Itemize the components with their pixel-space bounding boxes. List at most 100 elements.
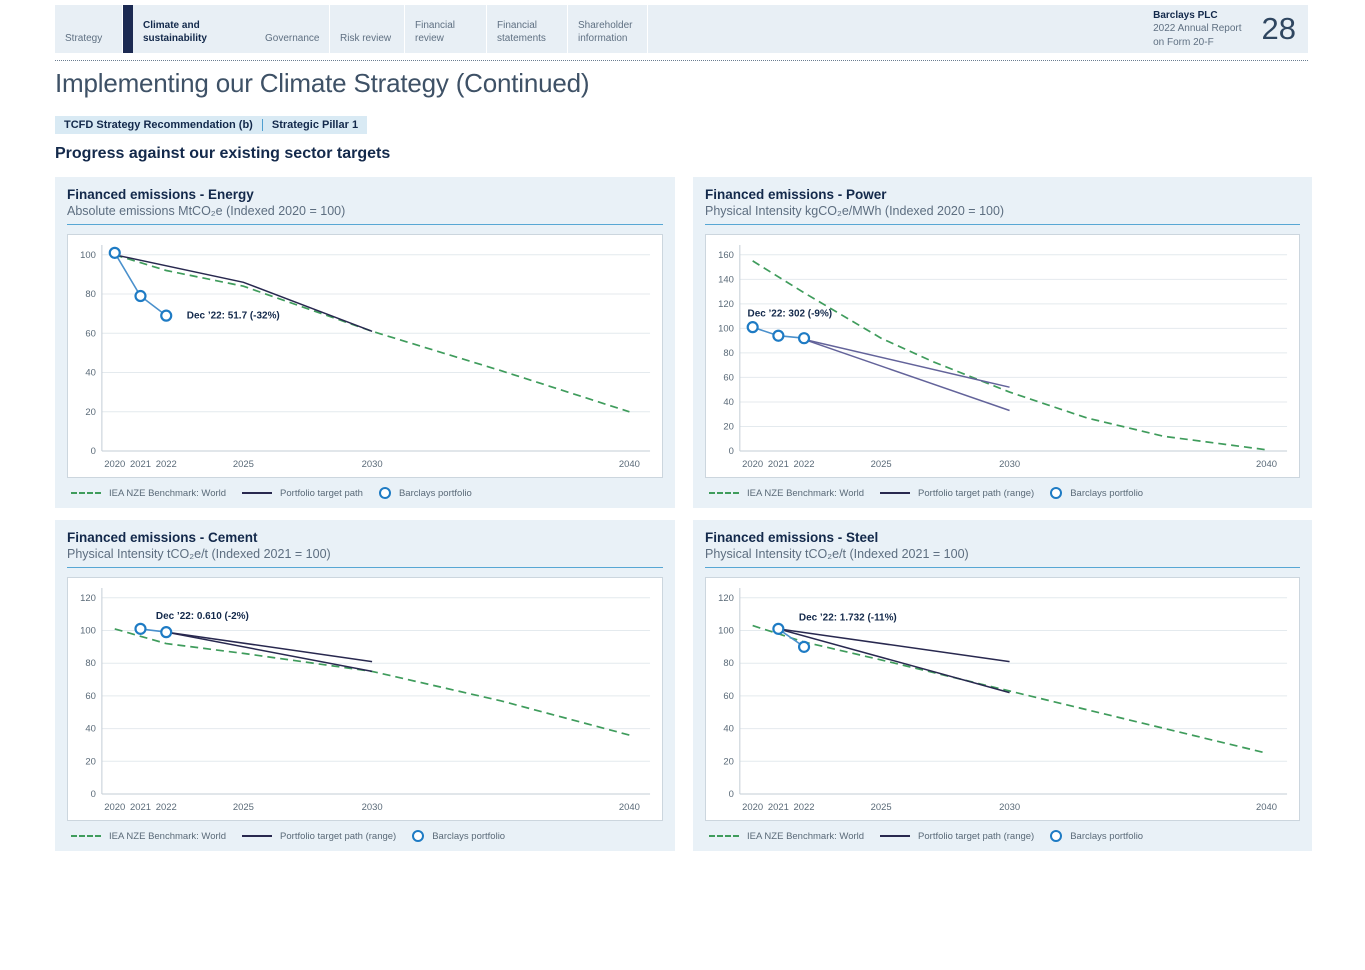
legend-label: IEA NZE Benchmark: World bbox=[747, 487, 865, 499]
legend-label: Barclays portfolio bbox=[1070, 487, 1144, 499]
x-axis-tick-label: 2030 bbox=[362, 459, 383, 470]
y-axis-tick-label: 40 bbox=[723, 724, 734, 735]
header-divider bbox=[55, 60, 1308, 61]
x-axis-tick-label: 2021 bbox=[130, 459, 151, 470]
portfolio-point bbox=[160, 626, 173, 639]
x-axis-tick-label: 2025 bbox=[233, 802, 254, 813]
target-path-line bbox=[778, 628, 1010, 663]
x-axis-tick-label: 2020 bbox=[104, 802, 125, 813]
y-axis-tick-label: 40 bbox=[85, 724, 96, 735]
chart-subtitle: Physical Intensity kgCO₂e/MWh (Indexed 2… bbox=[705, 204, 1005, 218]
benchmark-line bbox=[752, 624, 1267, 754]
chart-legend: IEA NZE Benchmark: World Portfolio targe… bbox=[71, 487, 663, 499]
y-axis-tick-label: 40 bbox=[85, 368, 96, 379]
target-line-swatch bbox=[242, 492, 273, 494]
benchmark-line bbox=[114, 253, 630, 413]
target-path-line bbox=[803, 338, 1010, 388]
chart-accent-rule bbox=[705, 224, 1300, 225]
portfolio-point-swatch bbox=[1050, 487, 1063, 499]
portfolio-point-swatch bbox=[412, 830, 425, 842]
y-axis-tick-label: 80 bbox=[723, 348, 734, 359]
y-axis-tick-label: 100 bbox=[80, 625, 96, 636]
brand-block: Barclays PLC 2022 Annual Report on Form … bbox=[1153, 9, 1241, 50]
x-axis-tick-label: 2021 bbox=[130, 802, 151, 813]
y-axis-tick-label: 60 bbox=[85, 691, 96, 702]
y-axis-tick-label: 40 bbox=[723, 397, 734, 408]
portfolio-point bbox=[797, 332, 811, 345]
y-axis-tick-label: 100 bbox=[80, 250, 96, 261]
brand-report-line: 2022 Annual Report bbox=[1153, 23, 1242, 35]
portfolio-point bbox=[160, 309, 173, 322]
tab-risk-review[interactable]: Risk review bbox=[330, 5, 405, 53]
tab-label: Climate and sustainability bbox=[143, 20, 207, 44]
portfolio-point bbox=[108, 246, 121, 259]
y-axis-tick-label: 0 bbox=[91, 789, 96, 800]
y-axis-tick-label: 100 bbox=[718, 625, 734, 636]
energy-chart-canvas: 0 20 40 60 80 100 2020 2021 2022 2025 2030 2040 Dec … bbox=[67, 234, 663, 478]
portfolio-point bbox=[746, 321, 759, 334]
y-axis-tick-label: 60 bbox=[723, 372, 734, 383]
power-chart-canvas: 0 20 40 60 80 100 120 140 160 2020 2021 2022 2025 203… bbox=[705, 234, 1300, 478]
y-axis-tick-label: 80 bbox=[723, 658, 734, 669]
x-axis-tick-label: 2020 bbox=[742, 802, 763, 813]
tab-label: Governance bbox=[265, 32, 320, 44]
y-axis-tick-label: 20 bbox=[723, 421, 734, 432]
tcfd-badge-label: TCFD Strategy Recommendation (b) bbox=[64, 119, 253, 131]
legend-label: IEA NZE Benchmark: World bbox=[747, 830, 865, 842]
target-path-line bbox=[166, 631, 373, 673]
x-axis-tick-label: 2020 bbox=[104, 459, 125, 470]
chart-title: Financed emissions - Energy bbox=[67, 187, 254, 202]
chart-subtitle: Absolute emissions MtCO₂e (Indexed 2020 … bbox=[67, 204, 346, 218]
active-tab-marker bbox=[123, 5, 133, 53]
x-axis-tick-label: 2022 bbox=[156, 802, 177, 813]
tab-governance[interactable]: Governance bbox=[255, 5, 330, 53]
section-heading: Progress against our existing sector tar… bbox=[55, 145, 391, 162]
chart-accent-rule bbox=[67, 224, 663, 225]
y-axis-tick-label: 60 bbox=[723, 691, 734, 702]
badge-separator bbox=[261, 119, 263, 131]
legend-label: Portfolio target path (range) bbox=[280, 830, 397, 842]
tab-climate-and-sustainability[interactable]: Climate and sustainability bbox=[133, 5, 255, 53]
tab-financial-statements[interactable]: Financial statements bbox=[487, 5, 568, 53]
tab-shareholder-information[interactable]: Shareholder information bbox=[568, 5, 648, 53]
chart-subtitle: Physical Intensity tCO₂e/t (Indexed 2021… bbox=[67, 547, 331, 561]
x-axis-tick-label: 2040 bbox=[1256, 459, 1277, 470]
y-axis-tick-label: 80 bbox=[85, 289, 96, 300]
chart-panel-energy: Financed emissions - Energy Absolute emi… bbox=[55, 177, 675, 508]
portfolio-point bbox=[797, 640, 811, 653]
chart-accent-rule bbox=[67, 567, 663, 568]
x-axis-tick-label: 2040 bbox=[619, 459, 640, 470]
y-axis-tick-label: 120 bbox=[718, 299, 734, 310]
tab-strategy[interactable]: Strategy bbox=[55, 5, 123, 53]
chart-title: Financed emissions - Steel bbox=[705, 530, 879, 545]
chart-legend: IEA NZE Benchmark: World Portfolio targe… bbox=[709, 830, 1300, 842]
legend-label: Portfolio target path (range) bbox=[918, 487, 1035, 499]
x-axis-tick-label: 2025 bbox=[871, 802, 892, 813]
y-axis-tick-label: 20 bbox=[85, 407, 96, 418]
strategic-pillar-badge-label: Strategic Pillar 1 bbox=[271, 119, 359, 131]
portfolio-point bbox=[134, 622, 147, 635]
y-axis-tick-label: 20 bbox=[723, 756, 734, 767]
page-number: 28 bbox=[1261, 11, 1296, 46]
portfolio-point-swatch bbox=[378, 487, 391, 499]
chart-subtitle: Physical Intensity tCO₂e/t (Indexed 2021… bbox=[705, 547, 969, 561]
portfolio-point bbox=[772, 329, 785, 342]
report-section-nav: Strategy Climate and sustainability Gove… bbox=[55, 5, 1308, 53]
benchmark-line-swatch bbox=[709, 835, 739, 837]
target-path-line bbox=[778, 628, 1010, 694]
tab-label: Financial review bbox=[415, 20, 456, 44]
y-axis-tick-label: 120 bbox=[718, 593, 734, 604]
legend-label: Portfolio target path bbox=[280, 487, 363, 499]
y-axis-tick-label: 100 bbox=[718, 323, 734, 334]
page-title: Implementing our Climate Strategy (Conti… bbox=[55, 68, 590, 98]
legend-label: Barclays portfolio bbox=[398, 487, 472, 499]
tab-financial-review[interactable]: Financial review bbox=[405, 5, 487, 53]
y-axis-tick-label: 0 bbox=[729, 789, 734, 800]
target-line-swatch bbox=[880, 835, 911, 837]
portfolio-point-swatch bbox=[1050, 830, 1063, 842]
target-path-line bbox=[803, 338, 1010, 412]
tab-label: Strategy bbox=[65, 32, 103, 44]
x-axis-tick-label: 2025 bbox=[871, 459, 892, 470]
